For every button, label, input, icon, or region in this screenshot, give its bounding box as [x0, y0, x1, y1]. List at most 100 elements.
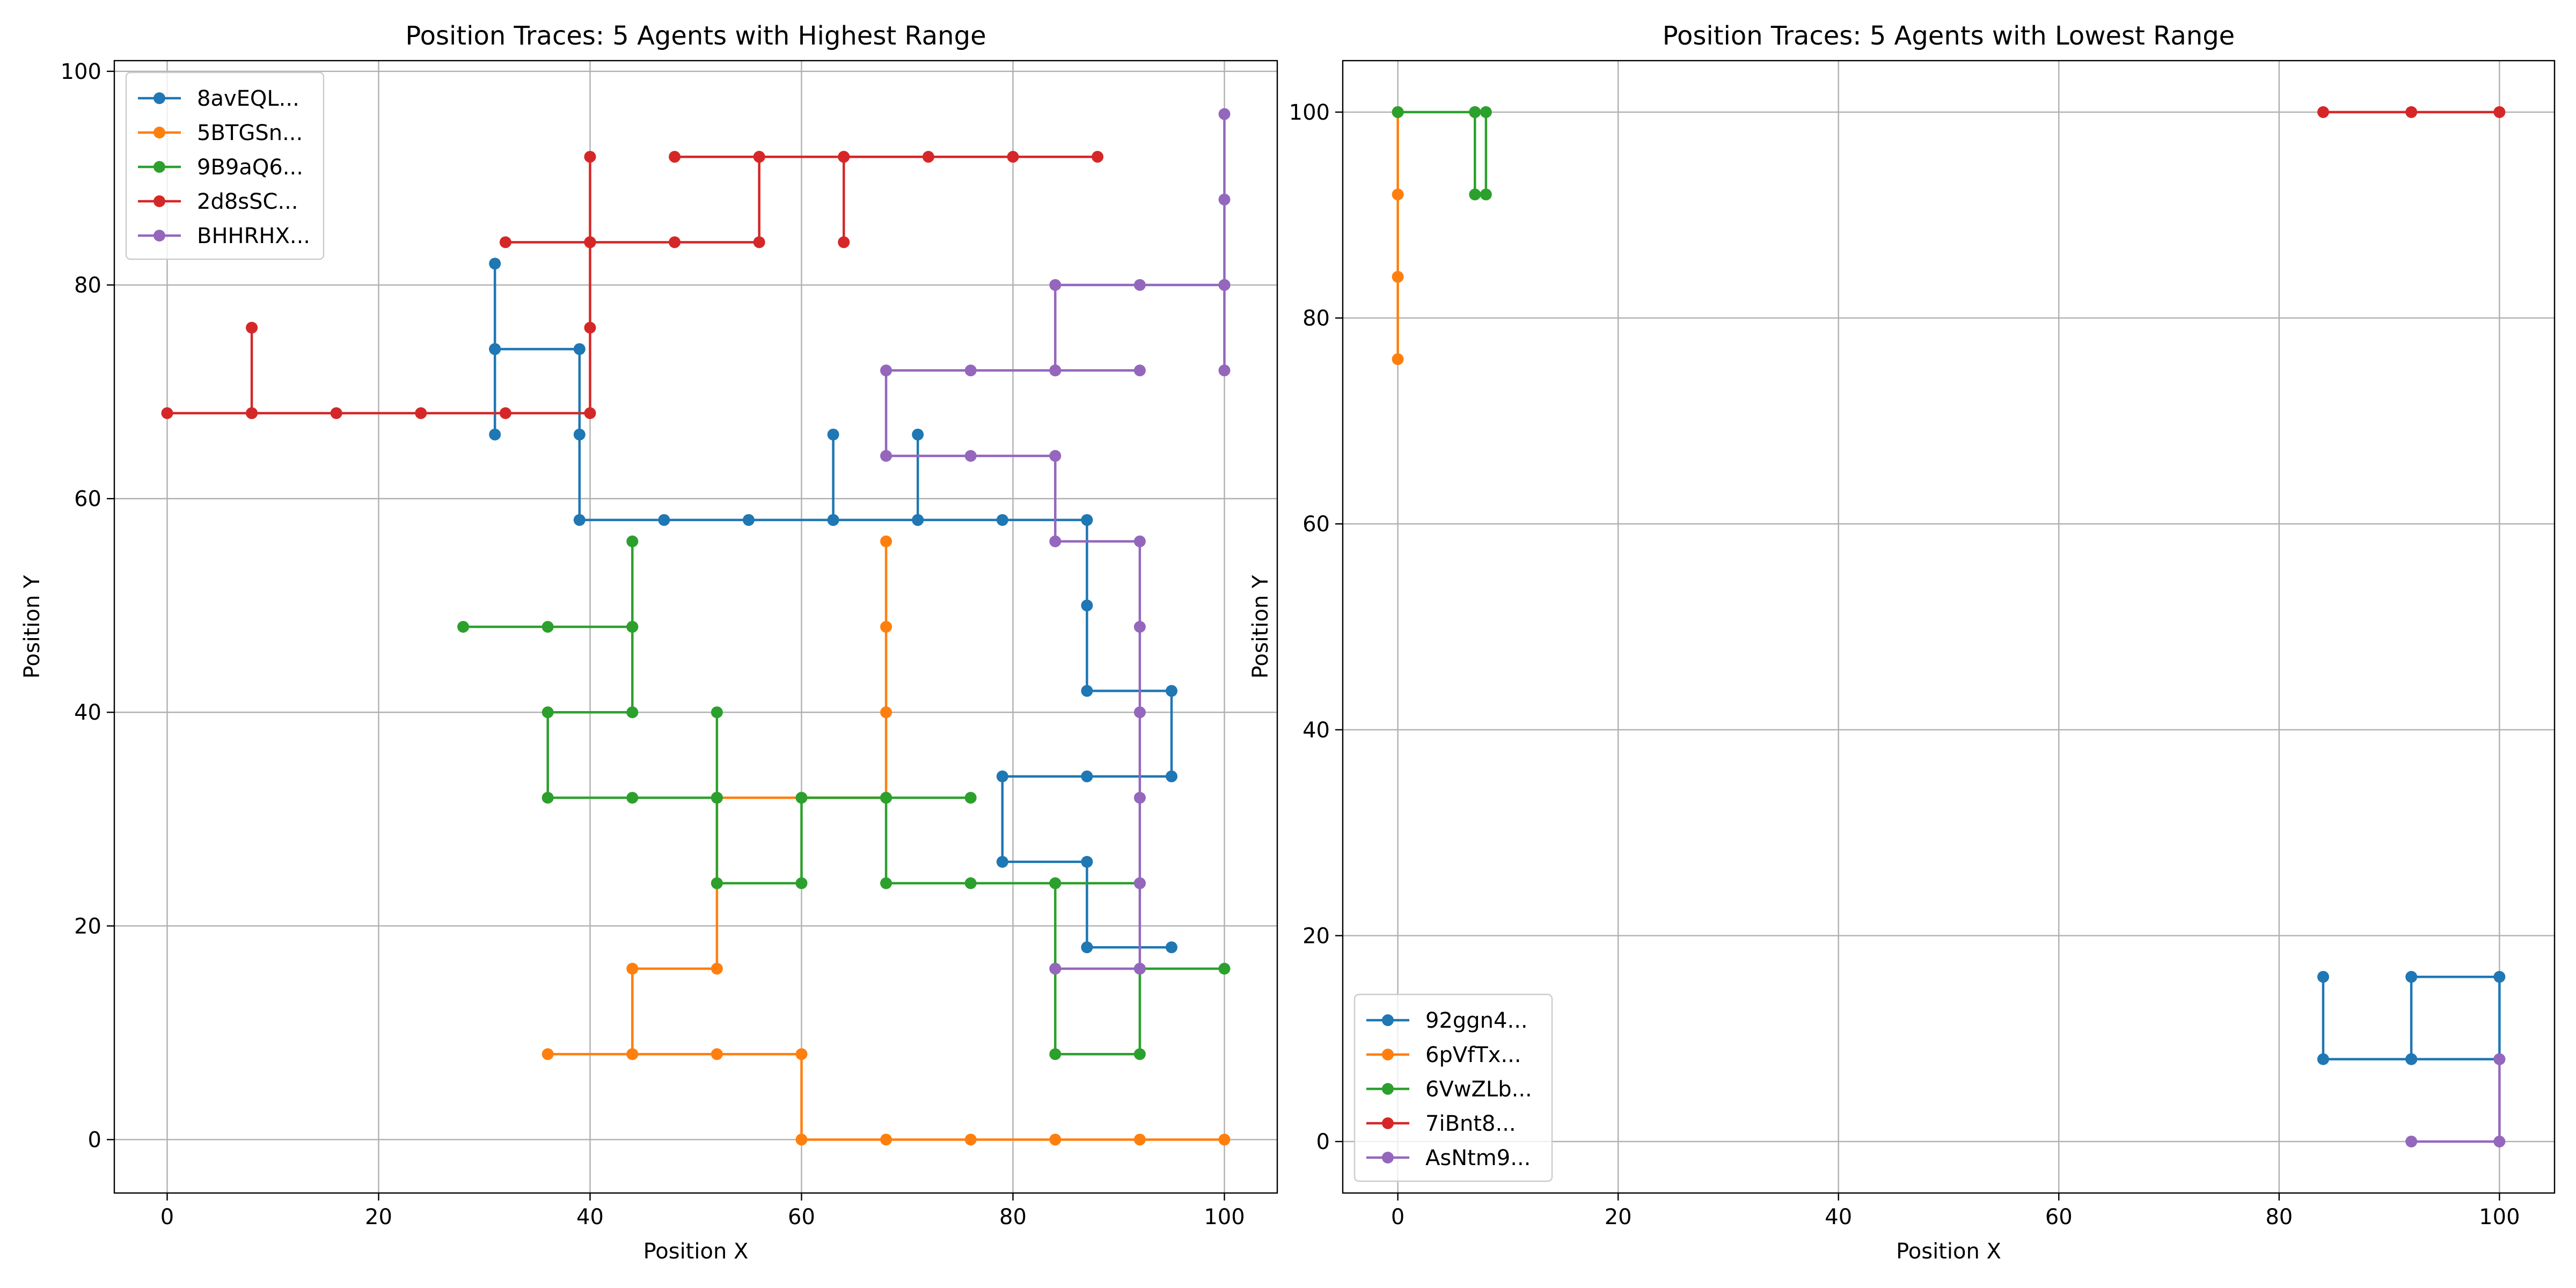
legend-swatch-marker — [153, 195, 165, 207]
data-point — [161, 407, 173, 419]
data-point — [246, 407, 258, 419]
data-point — [541, 706, 554, 719]
data-point — [489, 428, 501, 441]
legend: 8avEQL... 5BTGSn... 9B9aQ6... 2d8sSC... BHHR… — [125, 71, 325, 260]
data-point — [1469, 188, 1481, 201]
data-point — [626, 1048, 639, 1060]
data-point — [795, 1048, 808, 1060]
data-point — [457, 621, 470, 633]
data-point — [573, 514, 586, 526]
data-point — [1218, 108, 1231, 120]
data-point — [626, 962, 639, 975]
data-point — [2405, 1136, 2418, 1148]
legend-item: 8avEQL... — [138, 86, 299, 111]
data-point — [1049, 279, 1062, 291]
data-point — [753, 151, 765, 163]
data-point — [1480, 106, 1492, 118]
y-tick-label: 100 — [61, 60, 101, 84]
y-tick-label: 80 — [1302, 306, 1330, 331]
data-point — [1049, 877, 1062, 889]
data-point — [1133, 364, 1146, 377]
series-5 — [880, 108, 1231, 975]
y-tick-label: 20 — [74, 914, 101, 939]
data-point — [964, 1133, 977, 1146]
data-point — [795, 1133, 808, 1146]
chart-title: Position Traces: 5 Agents with Lowest Ra… — [1663, 21, 2235, 51]
data-point — [1166, 941, 1177, 954]
legend-swatch-marker — [1382, 1049, 1394, 1060]
legend-item: 92ggn4... — [1366, 1008, 1528, 1033]
data-point — [827, 514, 839, 526]
data-point — [1049, 364, 1062, 377]
data-point — [996, 514, 1008, 526]
data-point — [1392, 353, 1404, 365]
data-point — [584, 236, 596, 248]
x-tick-label: 100 — [2479, 1205, 2520, 1230]
data-point — [1049, 962, 1062, 975]
data-point — [880, 706, 892, 719]
data-point — [795, 792, 808, 804]
legend-swatch-marker — [1382, 1083, 1394, 1095]
y-tick-label: 60 — [74, 487, 101, 511]
x-tick-label: 20 — [365, 1205, 392, 1230]
data-point — [912, 428, 924, 441]
x-tick-label: 60 — [2045, 1205, 2073, 1230]
data-point — [711, 706, 723, 719]
legend-swatch-marker — [1382, 1014, 1394, 1026]
data-point — [1480, 188, 1492, 201]
legend-label: 92ggn4... — [1425, 1008, 1528, 1033]
series-line — [463, 540, 1225, 1056]
data-point — [1049, 1133, 1062, 1146]
data-point — [541, 792, 554, 804]
data-point — [2493, 1053, 2506, 1065]
y-tick-label: 40 — [74, 700, 101, 725]
data-point — [1133, 621, 1146, 633]
legend-label: AsNtm9... — [1425, 1146, 1531, 1170]
data-point — [1081, 514, 1093, 526]
data-point — [1166, 770, 1177, 782]
legend-item: 6pVfTx... — [1366, 1043, 1521, 1067]
data-point — [499, 236, 511, 248]
data-point — [1081, 941, 1093, 954]
data-point — [880, 364, 892, 377]
data-point — [711, 792, 723, 804]
data-point — [584, 407, 596, 419]
data-point — [880, 621, 892, 633]
data-point — [2493, 1136, 2506, 1148]
data-point — [1081, 855, 1093, 868]
data-point — [1469, 106, 1481, 118]
legend-label: 8avEQL... — [197, 86, 299, 111]
legend-item: 6VwZLb... — [1366, 1077, 1532, 1102]
y-tick-label: 80 — [74, 273, 101, 298]
data-point — [1049, 535, 1062, 547]
data-point — [1218, 962, 1231, 975]
data-point — [964, 450, 977, 462]
series-1 — [489, 258, 1177, 954]
x-tick-label: 80 — [2265, 1205, 2293, 1230]
x-tick-label: 20 — [1605, 1205, 1632, 1230]
data-point — [922, 151, 934, 163]
data-point — [964, 877, 977, 889]
legend-swatch-marker — [1382, 1152, 1394, 1163]
y-tick-label: 0 — [1316, 1130, 1330, 1154]
data-point — [1133, 877, 1146, 889]
data-point — [1133, 535, 1146, 547]
data-point — [1092, 151, 1104, 163]
data-point — [711, 962, 723, 975]
data-point — [669, 236, 681, 248]
legend-swatch-marker — [153, 127, 165, 138]
data-point — [246, 321, 258, 334]
data-point — [1133, 279, 1146, 291]
legend-item: 9B9aQ6... — [138, 155, 303, 180]
data-point — [1081, 685, 1093, 697]
data-point — [838, 151, 850, 163]
data-point — [880, 792, 892, 804]
legend-swatch-marker — [1382, 1117, 1394, 1129]
data-point — [912, 514, 924, 526]
legend-item: 5BTGSn... — [138, 121, 303, 145]
legend-item: 2d8sSC... — [138, 189, 298, 214]
legend-label: 2d8sSC... — [197, 189, 298, 214]
y-tick-label: 60 — [1302, 512, 1330, 537]
data-point — [1218, 193, 1231, 206]
data-point — [658, 514, 670, 526]
